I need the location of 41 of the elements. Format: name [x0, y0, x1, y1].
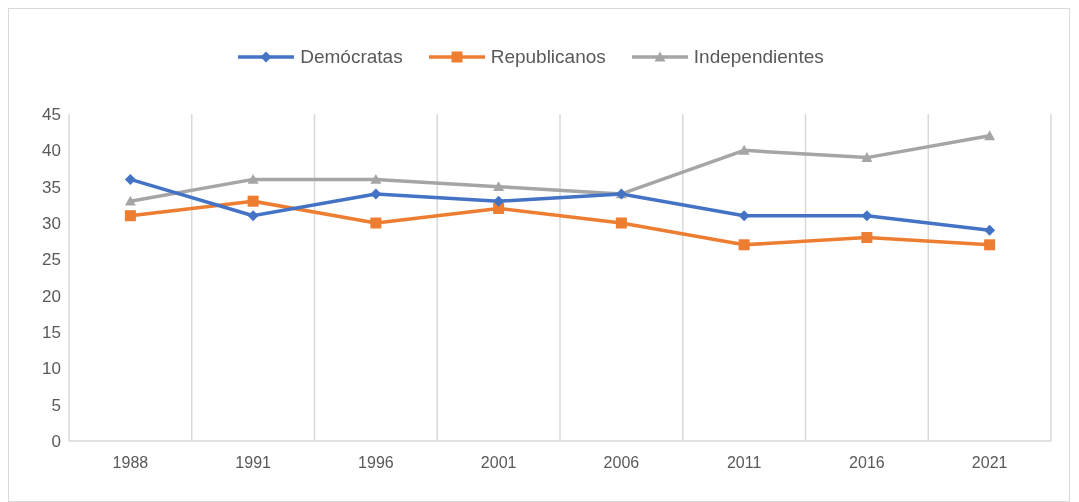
- y-tick-label: 45: [42, 105, 61, 125]
- point: [124, 210, 136, 222]
- x-tick-label: 2011: [726, 454, 762, 472]
- y-tick-label: 20: [42, 286, 61, 306]
- point: [247, 195, 259, 207]
- x-tick-label: 2001: [480, 454, 517, 472]
- y-tick-label: 0: [51, 432, 61, 452]
- point: [124, 173, 136, 185]
- x-tick-label: 1996: [358, 454, 394, 472]
- x-tick-label: 2006: [603, 454, 640, 472]
- point: [247, 210, 259, 222]
- point: [984, 224, 996, 236]
- point: [370, 188, 382, 200]
- legend-label: Demócratas: [300, 46, 403, 68]
- point: [370, 217, 382, 229]
- point: [738, 239, 750, 251]
- x-tick-label: 1991: [235, 454, 272, 472]
- point: [984, 239, 996, 251]
- point: [861, 232, 873, 244]
- point: [984, 130, 996, 141]
- point: [615, 217, 627, 229]
- y-tick-label: 35: [42, 177, 61, 197]
- point: [738, 210, 750, 222]
- y-tick-label: 5: [51, 395, 61, 415]
- x-tick-label: 2021: [971, 454, 1008, 472]
- legend-label: Independientes: [693, 46, 824, 68]
- legend-label: Republicanos: [490, 46, 606, 68]
- point: [493, 181, 505, 192]
- point: [124, 195, 136, 206]
- point: [370, 173, 382, 184]
- y-tick-label: 30: [42, 214, 61, 234]
- point: [861, 210, 873, 222]
- y-tick-label: 40: [42, 141, 61, 161]
- x-tick-label: 1988: [112, 454, 149, 472]
- y-tick-label: 25: [42, 250, 61, 270]
- x-tick-label: 2016: [849, 454, 885, 472]
- y-tick-label: 15: [42, 323, 61, 343]
- point: [738, 144, 750, 155]
- point: [861, 152, 873, 162]
- point: [247, 173, 259, 184]
- y-tick-label: 10: [42, 359, 61, 379]
